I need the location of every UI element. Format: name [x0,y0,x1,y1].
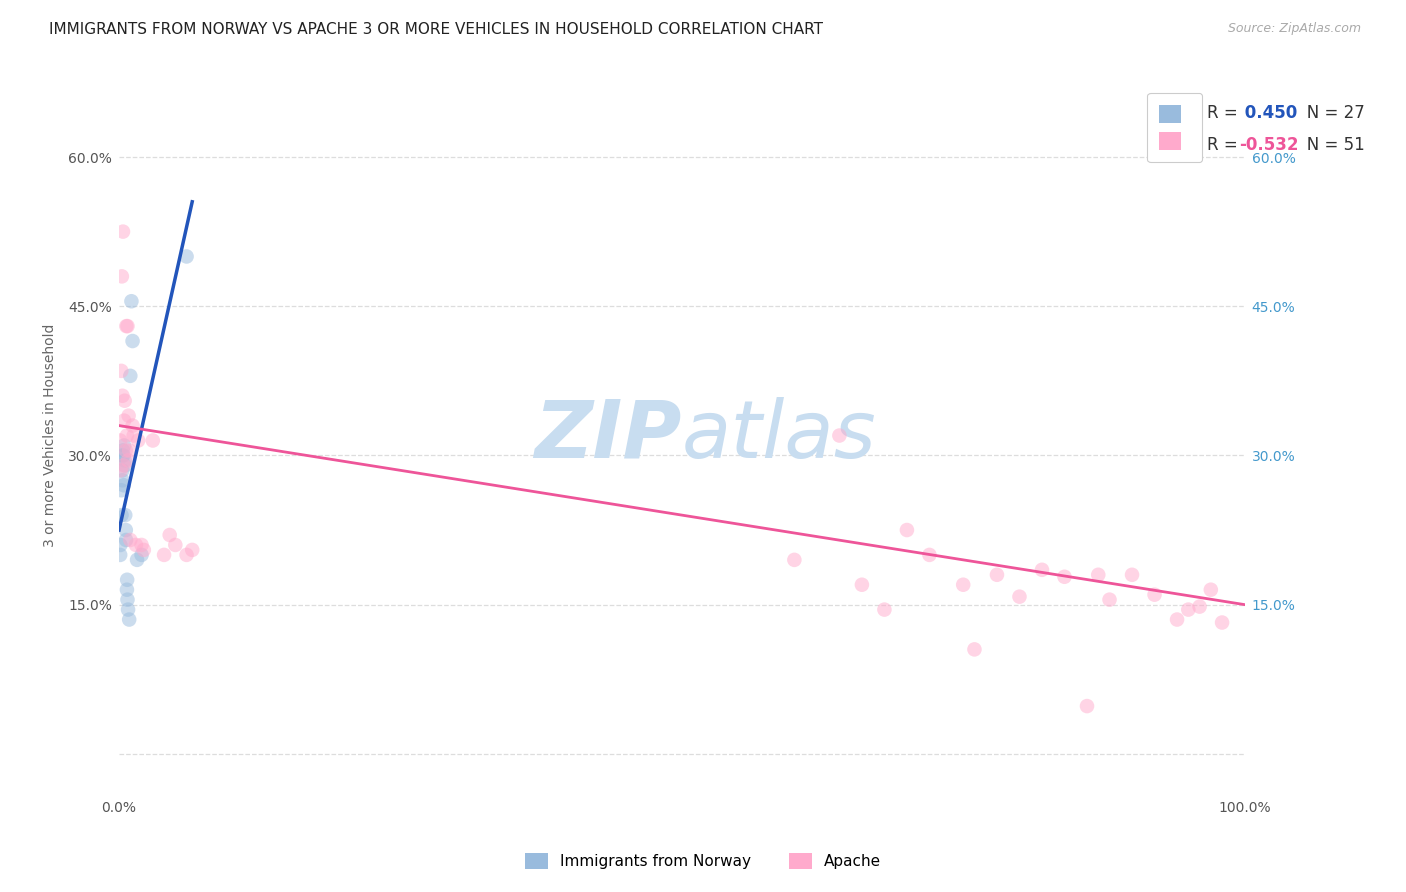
Point [118,613,141,627]
Point [117,602,139,616]
Point [896,523,918,537]
Point [121,418,143,433]
Point [115,428,138,442]
Text: N = 51: N = 51 [1291,136,1364,154]
Point [114,523,136,537]
Point [115,573,138,587]
Point [121,334,143,348]
Point [114,443,136,458]
Text: 0.450: 0.450 [1239,104,1298,122]
Point [111,389,134,403]
Point [111,463,134,477]
Point [111,443,134,458]
Point [176,250,198,264]
Point [1098,592,1121,607]
Text: atlas: atlas [682,397,876,475]
Point [110,508,132,522]
Point [165,538,187,552]
Text: IMMIGRANTS FROM NORWAY VS APACHE 3 OR MORE VEHICLES IN HOUSEHOLD CORRELATION CHA: IMMIGRANTS FROM NORWAY VS APACHE 3 OR MO… [49,22,823,37]
Point [873,602,896,616]
Point [112,458,135,473]
Text: N = 27: N = 27 [1291,104,1364,122]
Point [114,393,136,408]
Point [115,319,138,334]
Point [125,538,148,552]
Point [159,528,181,542]
Point [127,434,149,448]
Point [142,434,165,448]
Point [1053,570,1076,584]
Point [111,269,134,284]
Point [131,538,153,552]
Point [117,409,139,423]
Point [783,553,806,567]
Text: Source: ZipAtlas.com: Source: ZipAtlas.com [1227,22,1361,36]
Point [108,548,131,562]
Point [1008,590,1031,604]
Point [117,592,139,607]
Point [176,548,198,562]
Point [111,225,134,239]
Point [110,463,132,477]
Point [986,567,1008,582]
Legend: , : , [1147,93,1202,162]
Point [1121,567,1143,582]
Point [108,434,131,448]
Point [112,449,135,463]
Point [131,548,153,562]
Point [1211,615,1233,630]
Point [112,438,135,452]
Text: -0.532: -0.532 [1239,136,1298,154]
Point [125,553,148,567]
Point [952,578,974,592]
Point [1177,602,1199,616]
Point [1076,699,1098,714]
Legend: Immigrants from Norway, Apache: Immigrants from Norway, Apache [519,847,887,875]
Point [120,533,142,547]
Point [112,414,135,428]
Text: R =: R = [1208,136,1243,154]
Point [115,533,138,547]
Point [828,428,851,442]
Point [110,538,132,552]
Point [122,428,145,442]
Point [1199,582,1222,597]
Point [110,483,132,498]
Point [1087,567,1109,582]
Point [117,319,139,334]
Text: ZIP: ZIP [534,397,682,475]
Point [117,453,139,467]
Point [118,443,141,458]
Point [851,578,873,592]
Point [1143,588,1166,602]
Point [153,548,176,562]
Text: R =: R = [1208,104,1243,122]
Point [1031,563,1053,577]
Point [114,453,136,467]
Point [114,508,136,522]
Point [120,294,142,309]
Point [114,458,136,473]
Point [181,542,204,557]
Point [111,473,134,487]
Point [111,449,134,463]
Point [115,582,138,597]
Point [918,548,941,562]
Y-axis label: 3 or more Vehicles in Household: 3 or more Vehicles in Household [44,324,58,547]
Point [112,478,135,492]
Point [1166,613,1188,627]
Point [132,542,155,557]
Point [120,368,142,383]
Point [1188,599,1211,614]
Point [110,364,132,378]
Point [963,642,986,657]
